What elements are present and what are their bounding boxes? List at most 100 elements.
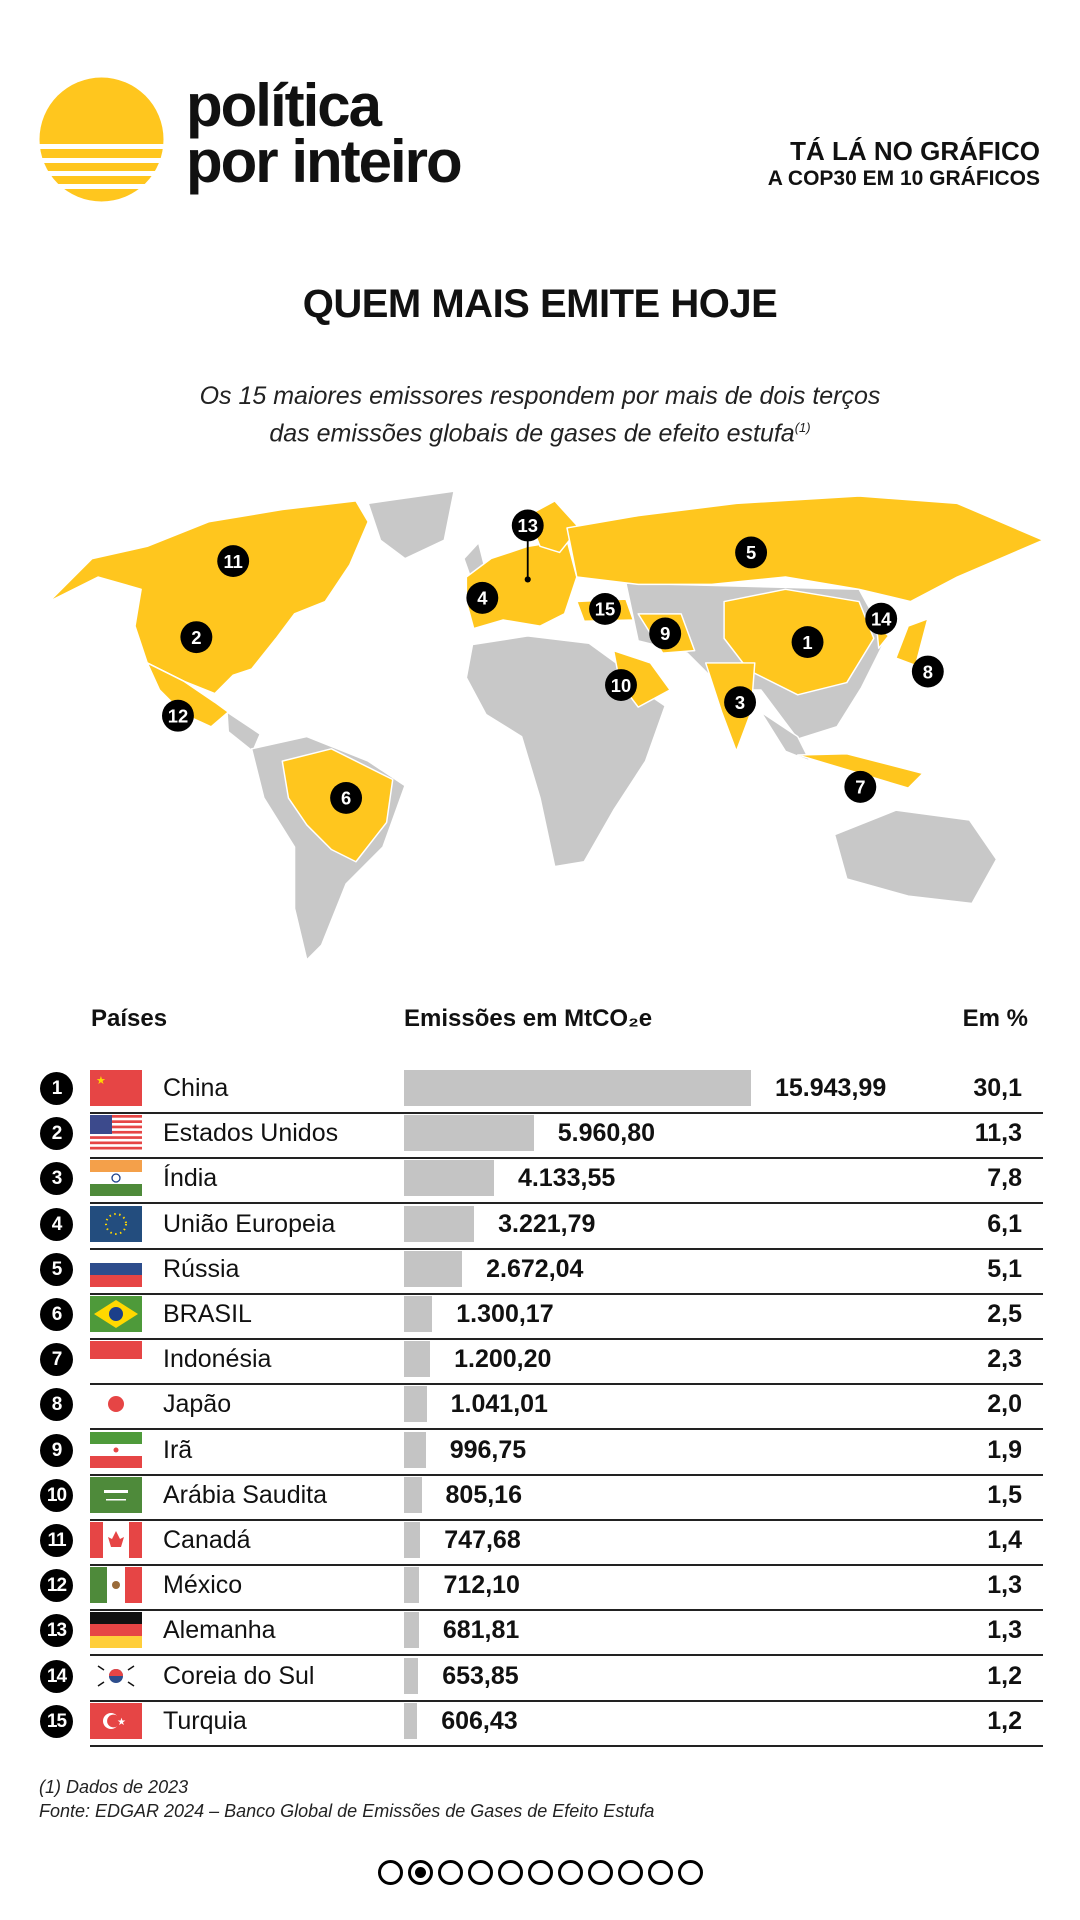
usa-flag-icon (90, 1115, 142, 1152)
map-marker-2: 2 (180, 621, 213, 654)
page-title: QUEM MAIS EMITE HOJE (302, 282, 778, 326)
kicker-line-2: A COP30 EM 10 GRÁFICOS (767, 167, 1040, 190)
page-dot-10[interactable] (647, 1860, 673, 1885)
svg-text:8: 8 (923, 661, 933, 682)
brand-wordmark: política por inteiro (186, 76, 463, 195)
country-name: China (163, 1074, 229, 1102)
table-row: 1 ★ China 15.943,99 30,1 (0, 1066, 1080, 1114)
map-marker-14: 14 (865, 602, 898, 635)
rank-badge: 11 (40, 1524, 73, 1557)
percent-value: 5,1 (987, 1254, 1022, 1283)
svg-text:1: 1 (802, 632, 812, 653)
subtitle-line-1: Os 15 maiores emissores respondem por ma… (199, 382, 881, 410)
page-dot-7[interactable] (557, 1860, 583, 1885)
page-dot-1[interactable] (377, 1860, 403, 1885)
row-divider (90, 1112, 1043, 1114)
rank-badge: 12 (40, 1569, 73, 1603)
percent-value: 7,8 (987, 1164, 1022, 1193)
rank-badge: 15 (40, 1704, 73, 1738)
footnotes: (1) Dados de 2023 Fonte: EDGAR 2024 – Ba… (39, 1775, 654, 1823)
column-header-country: Países (91, 1005, 168, 1032)
russia-flag-icon (90, 1250, 142, 1287)
emissions-value: 3.221,79 (498, 1209, 596, 1238)
country-name: Coreia do Sul (163, 1661, 315, 1690)
table-row: 6 BRASIL 1.300,17 2,5 (0, 1292, 1080, 1340)
table-row: 15 ★ Turquia 606,43 1,2 (0, 1699, 1080, 1747)
turkey-flag-icon: ★ (90, 1702, 142, 1739)
emissions-value: 606,43 (441, 1706, 518, 1735)
page-dot-4[interactable] (467, 1860, 493, 1885)
rank-badge: 5 (40, 1252, 73, 1286)
svg-text:14: 14 (871, 609, 892, 630)
emissions-value: 681,81 (442, 1616, 520, 1645)
row-divider (90, 1699, 1043, 1702)
iran-flag-icon (90, 1431, 142, 1468)
emissions-bar (404, 1115, 534, 1152)
table-row: 11 Canadá 747,68 1,4 (0, 1518, 1080, 1566)
row-divider (90, 1202, 1043, 1205)
row-divider (90, 1564, 1043, 1566)
svg-text:3: 3 (735, 692, 745, 713)
rank-badge: 3 (40, 1162, 73, 1196)
country-name: Turquia (163, 1706, 247, 1735)
emissions-value: 1.300,17 (456, 1300, 554, 1328)
percent-value: 30,1 (973, 1074, 1022, 1102)
rank-badge: 2 (40, 1117, 73, 1151)
emissions-bar (404, 1070, 751, 1106)
column-header-emissions: Emissões em MtCO₂e (404, 1005, 653, 1032)
page-dot-8[interactable] (587, 1860, 613, 1885)
svg-text:2: 2 (191, 627, 201, 648)
emissions-bar (404, 1250, 463, 1287)
country-name: Rússia (163, 1254, 240, 1283)
page-dot-6[interactable] (527, 1860, 553, 1885)
map-marker-4: 4 (466, 581, 499, 614)
mexico-flag-icon (90, 1567, 142, 1604)
emissions-bar (404, 1205, 475, 1242)
svg-text:11: 11 (223, 551, 242, 572)
emissions-value: 5.960,80 (557, 1119, 656, 1148)
emissions-value: 4.133,55 (517, 1164, 616, 1193)
page-dot-2[interactable] (407, 1860, 433, 1885)
emissions-bar (404, 1476, 422, 1513)
percent-value: 2,0 (987, 1390, 1022, 1419)
subtitle-line-2: das emissões globais de gases de efeito … (269, 419, 795, 448)
brand-logo-sun-icon (39, 77, 164, 202)
page-dot-3[interactable] (437, 1860, 463, 1885)
footnote-mark: (1) (794, 420, 811, 435)
page-dot-11[interactable] (677, 1860, 703, 1885)
map-marker-6: 6 (330, 781, 363, 814)
percent-value: 1,9 (987, 1435, 1022, 1464)
rank-badge: 8 (40, 1388, 73, 1422)
table-row: 5 Rússia 2.672,04 5,1 (0, 1247, 1080, 1295)
svg-text:12: 12 (168, 705, 188, 726)
india-flag-icon (90, 1160, 142, 1197)
emissions-bar (404, 1702, 418, 1739)
rank-badge: 13 (40, 1614, 73, 1648)
percent-value: 2,3 (987, 1345, 1022, 1374)
percent-value: 2,5 (987, 1300, 1022, 1328)
emissions-bar (404, 1296, 433, 1332)
country-name: Estados Unidos (163, 1119, 339, 1148)
page-dot-9[interactable] (617, 1860, 643, 1885)
country-name: Japão (163, 1390, 232, 1419)
percent-value: 1,2 (987, 1661, 1022, 1690)
percent-value: 1,2 (987, 1706, 1022, 1735)
brand-line-2: por inteiro (186, 128, 463, 195)
row-divider (90, 1518, 1043, 1521)
table-row: 4 União Europeia 3.221,79 6,1 (0, 1202, 1080, 1250)
svg-text:13: 13 (517, 515, 537, 536)
rank-badge: 14 (40, 1659, 73, 1693)
emissions-value: 805,16 (445, 1480, 522, 1509)
svg-text:★: ★ (96, 1075, 106, 1087)
emissions-value: 15.943,99 (775, 1074, 887, 1102)
map-marker-7: 7 (844, 770, 877, 803)
emissions-bar (404, 1657, 419, 1694)
page-dot-5[interactable] (497, 1860, 523, 1885)
row-divider (90, 1157, 1043, 1160)
country-name: União Europeia (163, 1209, 336, 1238)
map-marker-11: 11 (217, 545, 250, 578)
emissions-bar (404, 1567, 420, 1604)
row-divider (90, 1744, 1043, 1747)
svg-text:★: ★ (117, 1717, 126, 1728)
country-name: México (163, 1571, 243, 1600)
